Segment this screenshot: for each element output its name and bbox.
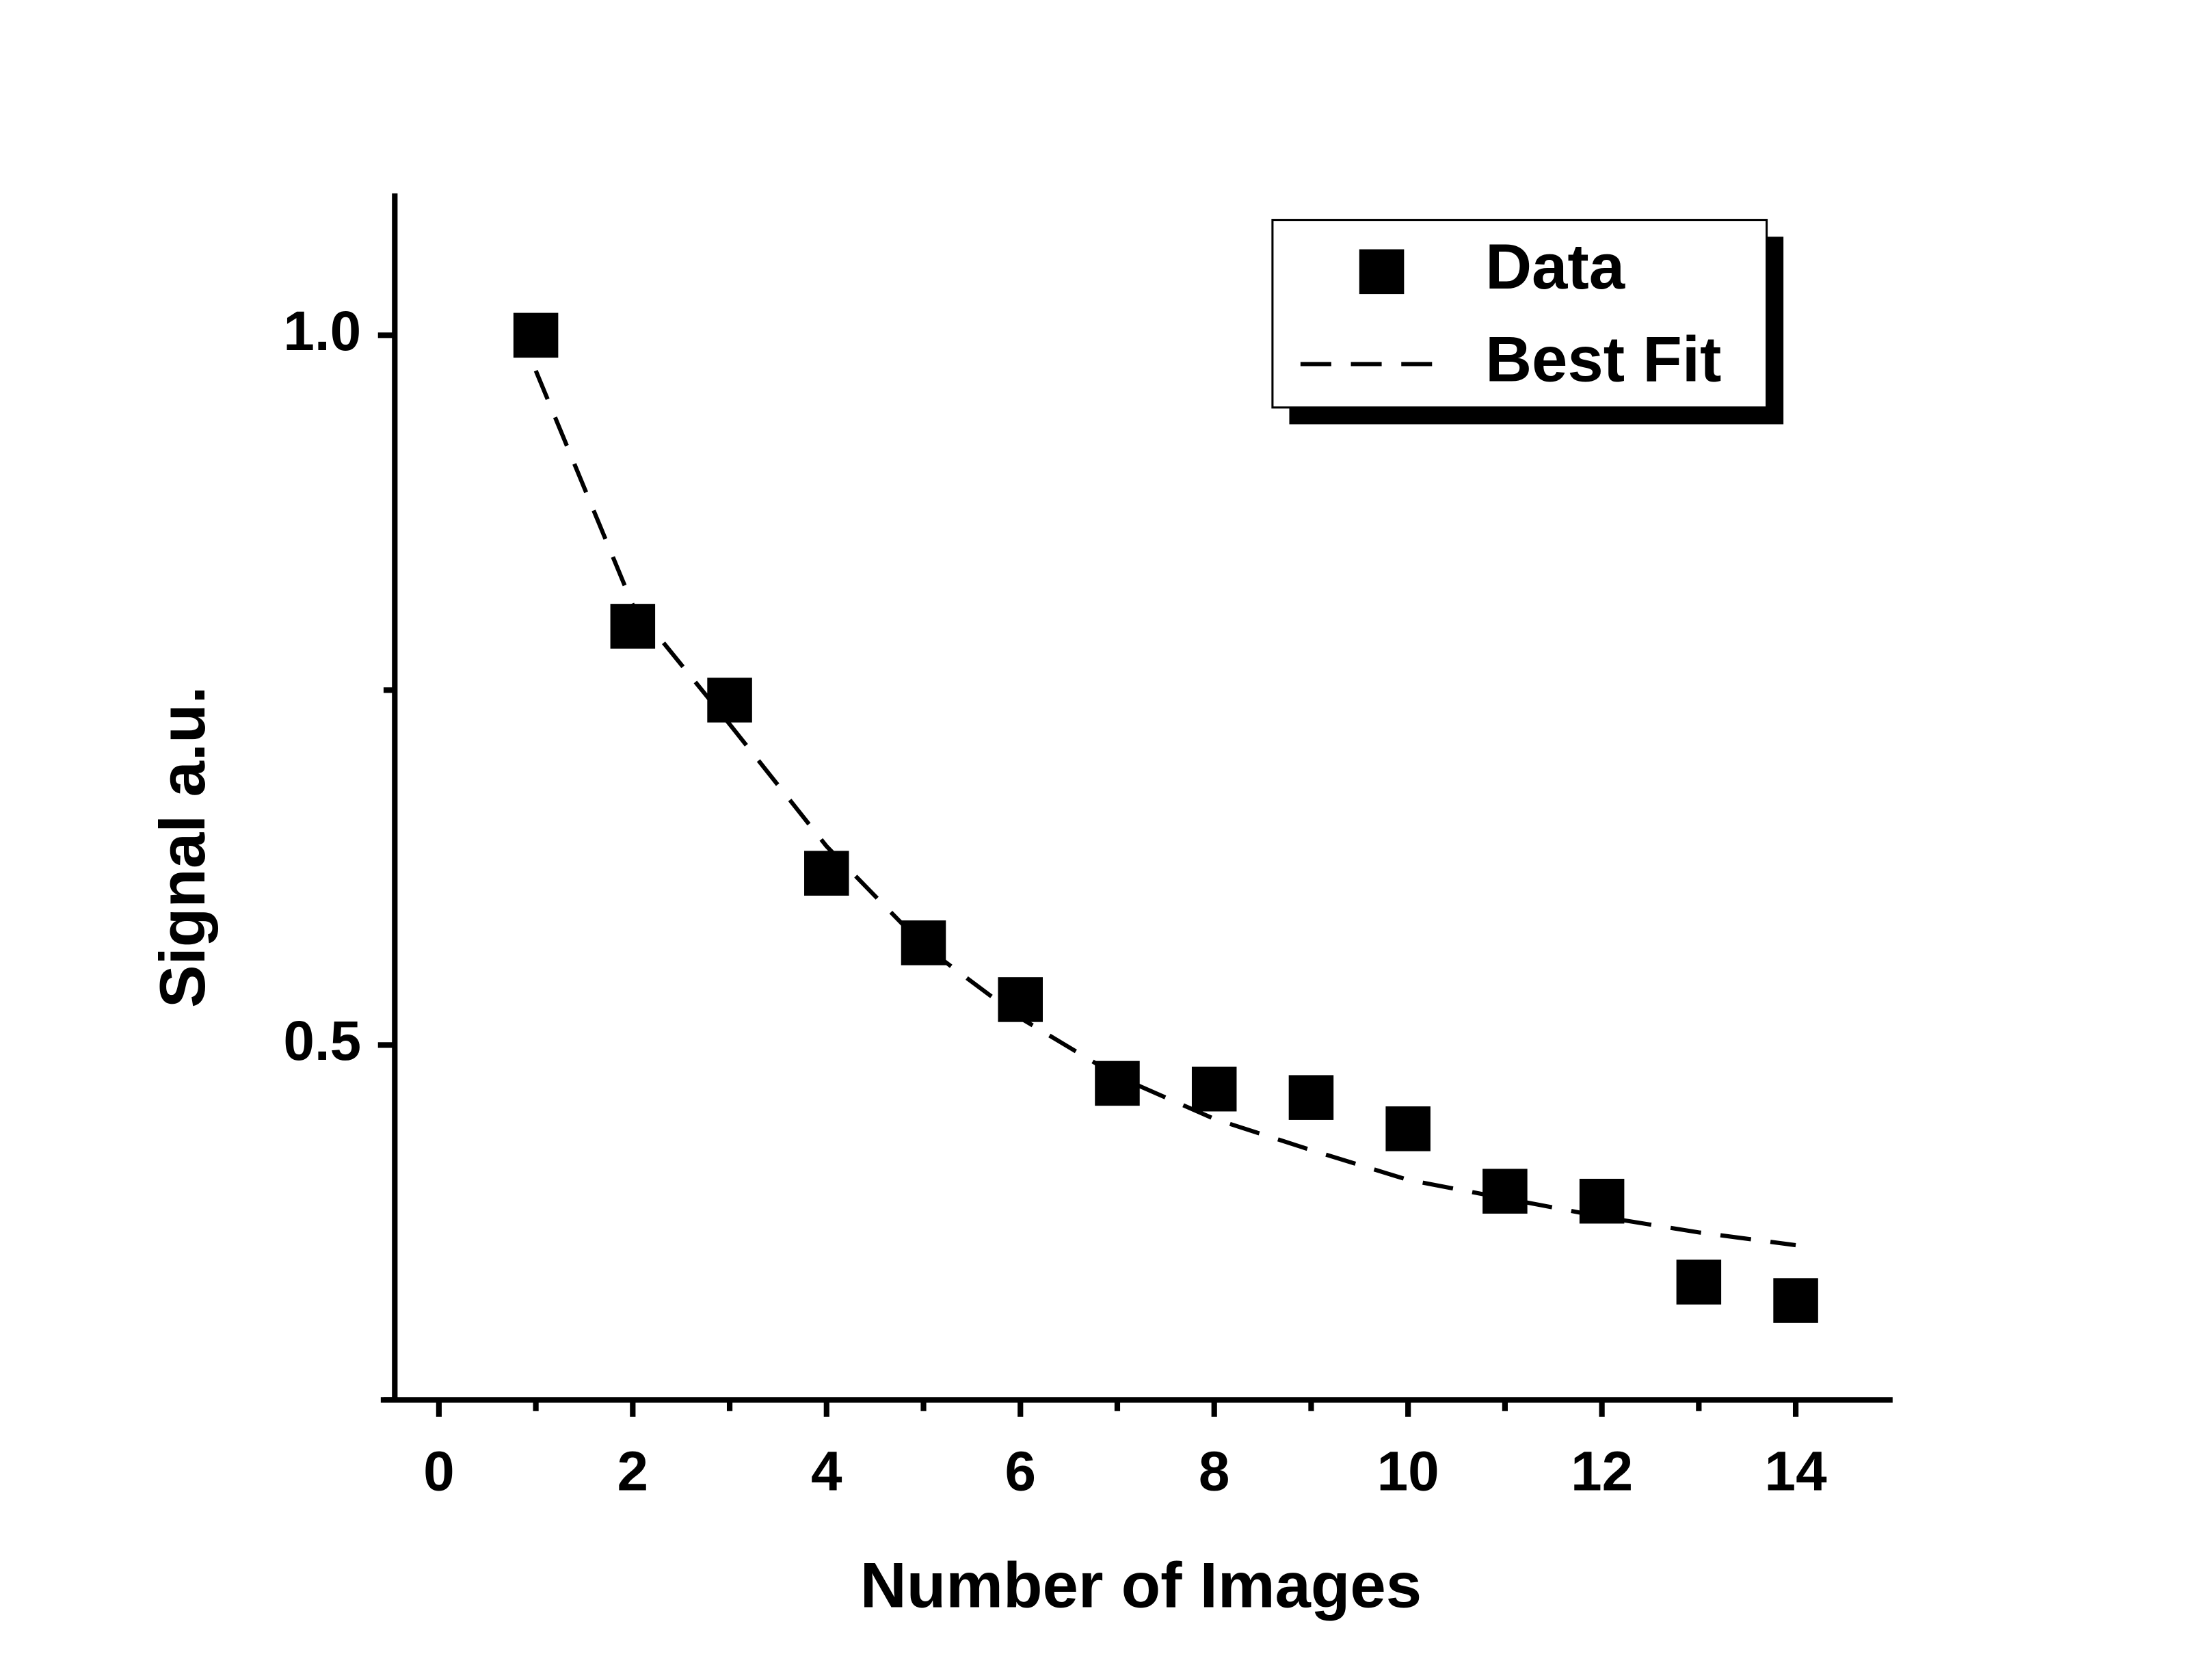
x-tick-label: 14 <box>1765 1441 1828 1503</box>
data-point <box>1191 1066 1237 1112</box>
y-tick-label: 1.0 <box>283 300 361 362</box>
data-point <box>1095 1061 1140 1106</box>
x-tick-label: 4 <box>811 1441 842 1503</box>
legend: Data Best Fit <box>1271 219 1784 425</box>
legend-label: Data <box>1485 230 1625 302</box>
x-tick-label: 6 <box>1005 1441 1036 1503</box>
x-tick-label: 12 <box>1571 1441 1633 1503</box>
data-point <box>1773 1278 1818 1323</box>
legend-box <box>1271 219 1768 409</box>
data-point <box>804 851 849 896</box>
y-axis-title: Signal a.u. <box>146 686 218 1008</box>
data-point <box>1676 1259 1722 1305</box>
legend-label: Best Fit <box>1485 323 1721 395</box>
x-tick-label: 10 <box>1377 1441 1439 1503</box>
legend-marker <box>1359 249 1405 295</box>
x-tick-label: 8 <box>1199 1441 1230 1503</box>
data-point <box>1579 1178 1625 1224</box>
data-point <box>998 977 1043 1022</box>
x-axis-title: Number of Images <box>860 1549 1422 1621</box>
data-point <box>901 920 946 965</box>
fit-line <box>533 370 1796 1248</box>
x-tick-label: 0 <box>423 1441 455 1503</box>
data-point <box>610 604 656 649</box>
data-point <box>707 678 752 723</box>
x-tick-label: 2 <box>617 1441 649 1503</box>
y-tick-label: 0.5 <box>283 1010 361 1072</box>
data-point <box>1482 1169 1528 1214</box>
data-point <box>1385 1106 1431 1151</box>
data-point <box>1288 1075 1334 1120</box>
data-point <box>513 312 559 358</box>
